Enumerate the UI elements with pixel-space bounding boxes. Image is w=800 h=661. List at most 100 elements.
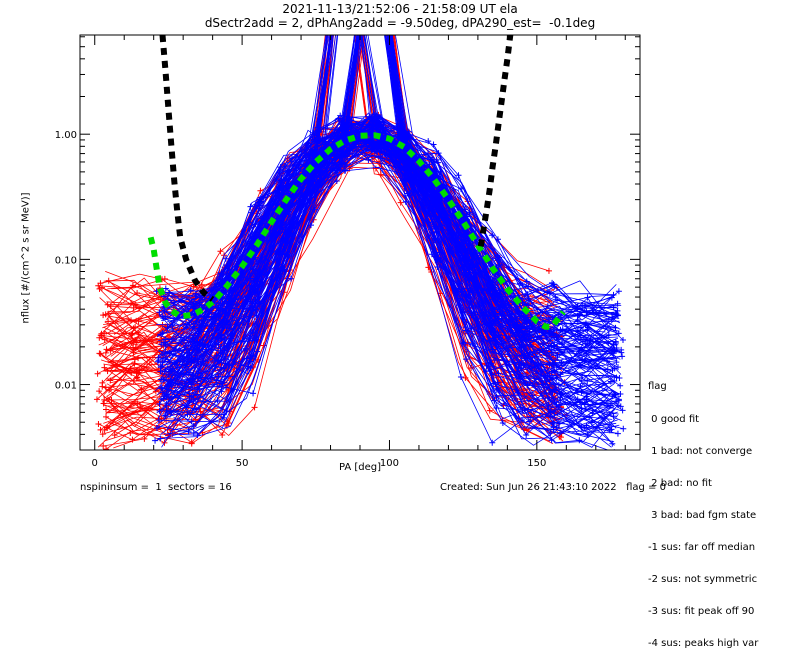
blue-data-point	[579, 302, 586, 309]
blue-data-point	[282, 211, 289, 218]
model-curve	[159, 35, 215, 302]
blue-data-point	[584, 377, 591, 384]
blue-data-point	[335, 115, 342, 122]
y-axis-label: nflux [#/(cm^2 s sr MeV)]	[20, 192, 32, 324]
red-data-point	[251, 404, 258, 411]
legend-entry: -1 sus: far off median	[648, 541, 756, 553]
blue-data-point	[495, 287, 502, 294]
blue-spectrum-line	[166, 35, 619, 374]
blue-spectrum-line	[162, 123, 611, 390]
blue-data-point	[304, 196, 311, 203]
blue-data-point	[519, 299, 526, 306]
blue-data-point	[491, 328, 498, 335]
red-data-point	[133, 339, 140, 346]
red-data-point	[97, 350, 104, 357]
blue-data-point	[554, 352, 561, 359]
blue-data-point	[303, 157, 310, 164]
blue-data-point	[159, 359, 166, 366]
red-data-point	[545, 267, 552, 274]
footer-created-info: Created: Sun Jun 26 21:43:10 2022 flag =…	[440, 482, 666, 493]
red-data-point	[397, 199, 404, 206]
blue-data-point	[251, 286, 258, 293]
blue-data-point	[617, 403, 624, 410]
red-data-point	[152, 388, 159, 395]
blue-data-point	[550, 424, 557, 431]
blue-data-point	[222, 305, 229, 312]
blue-data-point	[183, 321, 190, 328]
blue-series-group	[152, 35, 627, 450]
blue-data-point	[287, 230, 294, 237]
blue-data-point	[548, 437, 555, 444]
blue-data-point	[438, 215, 445, 222]
blue-data-point	[609, 440, 616, 447]
blue-data-point	[607, 402, 614, 409]
blue-data-point	[221, 355, 228, 362]
blue-data-point	[428, 251, 435, 258]
blue-data-point	[557, 394, 564, 401]
blue-data-point	[558, 360, 565, 367]
red-data-point	[96, 350, 103, 357]
blue-data-point	[402, 176, 409, 183]
blue-spectrum-line	[156, 114, 620, 436]
blue-data-point	[616, 374, 623, 381]
blue-data-point	[619, 407, 626, 414]
blue-data-point	[617, 382, 624, 389]
chart-title: 2021-11-13/21:52:06 - 21:58:09 UT ela	[282, 2, 518, 16]
red-data-point	[134, 289, 141, 296]
blue-data-point	[161, 308, 168, 315]
blue-spectrum-line	[160, 35, 624, 439]
blue-data-point	[525, 283, 532, 290]
blue-data-point	[553, 363, 560, 370]
blue-data-point	[606, 427, 613, 434]
blue-spectrum-line	[165, 131, 618, 427]
blue-data-point	[251, 334, 258, 341]
red-data-point	[130, 349, 137, 356]
blue-data-point	[188, 359, 195, 366]
blue-data-point	[489, 346, 496, 353]
footer-spin-info: nspininsum = 1 sectors = 16	[80, 482, 232, 493]
blue-data-point	[589, 410, 596, 417]
blue-data-point	[523, 278, 530, 285]
blue-data-point	[279, 224, 286, 231]
blue-spectrum-line	[163, 117, 617, 406]
blue-data-point	[256, 300, 263, 307]
blue-data-point	[576, 437, 583, 444]
red-data-point	[522, 400, 529, 407]
blue-spectrum-line	[159, 138, 622, 407]
legend-entry: -2 sus: not symmetric	[648, 574, 758, 586]
red-data-point	[103, 406, 110, 413]
red-data-point	[96, 388, 103, 395]
blue-data-point	[583, 396, 590, 403]
blue-data-point	[587, 347, 594, 354]
blue-data-point	[243, 355, 250, 362]
blue-data-point	[457, 374, 464, 381]
blue-data-point	[254, 348, 261, 355]
blue-data-point	[549, 388, 556, 395]
x-tick-label: 150	[527, 458, 546, 469]
blue-data-point	[523, 319, 530, 326]
legend-entry: -4 sus: peaks high var	[648, 638, 759, 650]
blue-data-point	[367, 116, 374, 123]
blue-data-point	[187, 287, 194, 294]
blue-data-point	[588, 419, 595, 426]
red-data-point	[93, 396, 100, 403]
blue-data-point	[285, 185, 292, 192]
red-data-point	[101, 396, 108, 403]
blue-data-point	[547, 430, 554, 437]
red-data-point	[101, 364, 108, 371]
blue-data-point	[524, 382, 531, 389]
blue-data-point	[457, 295, 464, 302]
blue-data-point	[463, 356, 470, 363]
red-data-point	[128, 317, 135, 324]
red-data-point	[101, 426, 108, 433]
blue-spectrum-line	[159, 140, 611, 406]
blue-data-point	[163, 383, 170, 390]
blue-data-point	[345, 122, 352, 129]
red-data-point	[100, 312, 107, 319]
blue-data-point	[287, 275, 294, 282]
y-tick-label: 1.00	[55, 130, 77, 141]
blue-data-point	[615, 288, 622, 295]
blue-data-point	[162, 343, 169, 350]
blue-data-point	[517, 404, 524, 411]
blue-data-point	[185, 428, 192, 435]
